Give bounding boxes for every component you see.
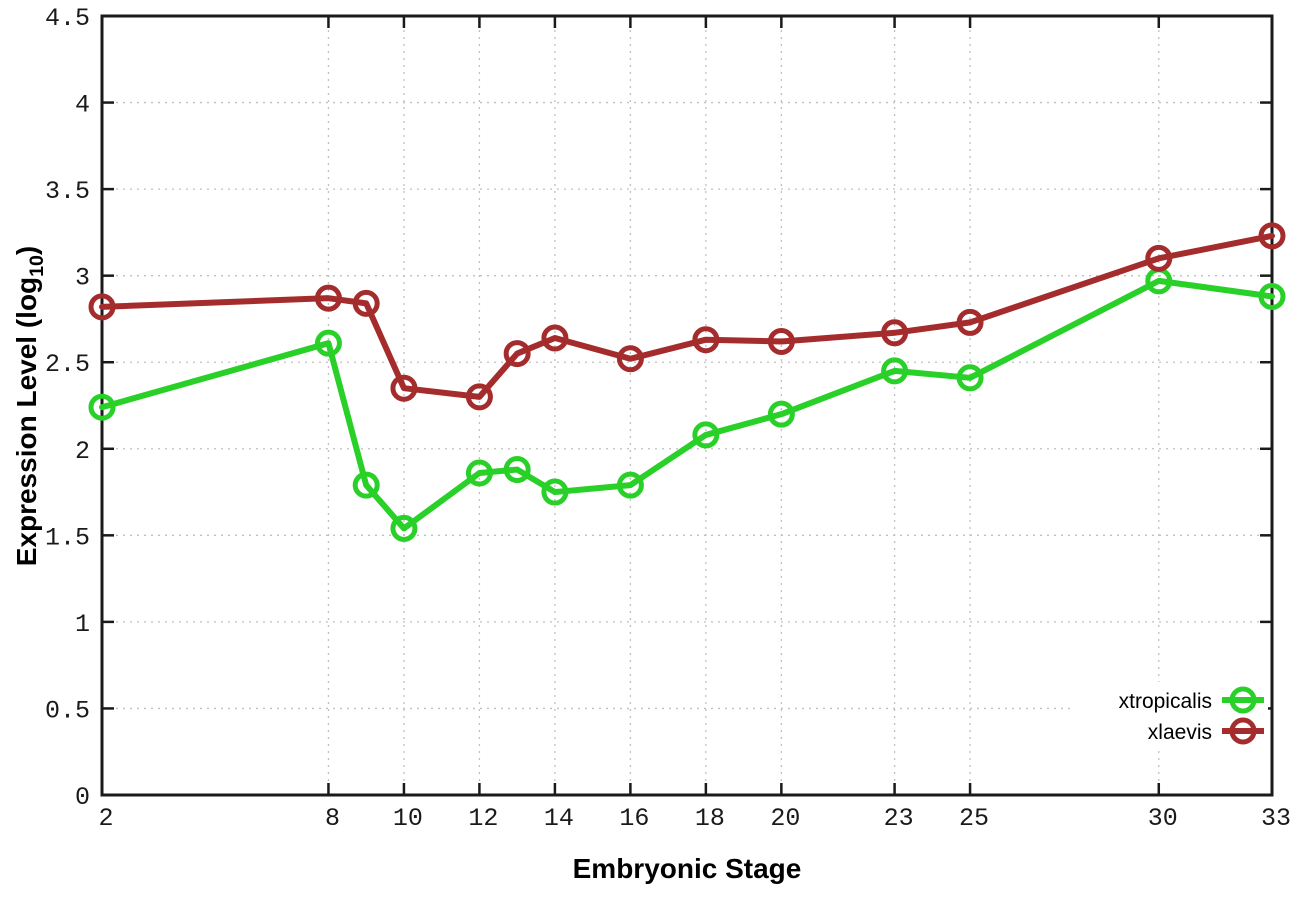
xtropicalis-marker <box>692 421 720 449</box>
xlaevis-marker <box>390 374 418 402</box>
xtropicalis-marker <box>390 514 418 542</box>
xlaevis-marker <box>503 340 531 368</box>
x-tick-label: 30 <box>1148 804 1178 833</box>
tick-marks <box>100 14 1274 797</box>
xlaevis-marker <box>956 308 984 336</box>
xlaevis-marker <box>881 319 909 347</box>
gridlines <box>102 16 1272 795</box>
legend-marker-sample <box>1229 717 1257 745</box>
xtropicalis-marker <box>881 357 909 385</box>
series-xlaevis <box>88 222 1286 411</box>
xlaevis-marker <box>465 383 493 411</box>
y-axis-title: Expression Level (log10) <box>11 246 48 567</box>
x-tick-label: 8 <box>325 804 340 833</box>
legend-item-xtropicalis: xtropicalis <box>1119 686 1264 714</box>
y-tick-labels: 0 0.5 1 1.5 2 2.5 3 3.5 4 4.5 <box>45 4 90 812</box>
x-tick-label: 2 <box>98 804 113 833</box>
xlaevis-marker <box>616 345 644 373</box>
x-tick-label: 18 <box>695 804 725 833</box>
xtropicalis-marker <box>314 329 342 357</box>
xtropicalis-line <box>99 277 1275 532</box>
xlaevis-marker <box>1258 222 1286 250</box>
y-tick-label: 0 <box>75 783 90 812</box>
x-tick-label: 23 <box>884 804 914 833</box>
xlaevis-line <box>99 232 1275 400</box>
x-tick-label: 16 <box>619 804 649 833</box>
x-tick-label: 14 <box>544 804 574 833</box>
y-tick-label: 4 <box>75 91 90 120</box>
x-tick-label: 25 <box>959 804 989 833</box>
xtropicalis-marker <box>767 400 795 428</box>
xtropicalis-marker <box>616 471 644 499</box>
plot-border <box>100 14 1274 797</box>
legend: xtropicalis xlaevis <box>1072 682 1268 748</box>
xtropicalis-marker <box>956 364 984 392</box>
x-tick-label: 12 <box>468 804 498 833</box>
xlaevis-marker <box>541 324 569 352</box>
y-tick-label: 1.5 <box>45 523 90 552</box>
x-axis-title: Embryonic Stage <box>573 853 802 884</box>
legend-label: xlaevis <box>1148 721 1212 744</box>
xtropicalis-marker <box>352 471 380 499</box>
xtropicalis-marker <box>88 393 116 421</box>
xlaevis-marker <box>767 327 795 355</box>
legend-item-xlaevis: xlaevis <box>1148 717 1264 745</box>
xtropicalis-marker <box>465 459 493 487</box>
y-tick-label: 2 <box>75 437 90 466</box>
xtropicalis-marker <box>541 478 569 506</box>
x-tick-label: 20 <box>770 804 800 833</box>
xlaevis-marker <box>314 284 342 312</box>
xlaevis-marker <box>692 326 720 354</box>
xlaevis-marker <box>88 293 116 321</box>
x-tick-label: 33 <box>1261 804 1291 833</box>
x-tick-label: 10 <box>393 804 423 833</box>
legend-label: xtropicalis <box>1119 690 1212 713</box>
y-tick-label: 4.5 <box>45 4 90 33</box>
xlaevis-marker <box>352 289 380 317</box>
xtropicalis-marker <box>1258 282 1286 310</box>
y-tick-label: 3.5 <box>45 177 90 206</box>
y-tick-label: 0.5 <box>45 696 90 725</box>
y-tick-label: 2.5 <box>45 350 90 379</box>
xtropicalis-marker <box>503 456 531 484</box>
series-xtropicalis <box>88 267 1286 542</box>
y-tick-label: 3 <box>75 264 90 293</box>
x-tick-labels: 2 8 10 12 14 16 18 20 23 25 30 33 <box>98 804 1291 833</box>
legend-marker-sample <box>1229 686 1257 714</box>
y-tick-label: 1 <box>75 610 90 639</box>
xlaevis-marker <box>1145 244 1173 272</box>
